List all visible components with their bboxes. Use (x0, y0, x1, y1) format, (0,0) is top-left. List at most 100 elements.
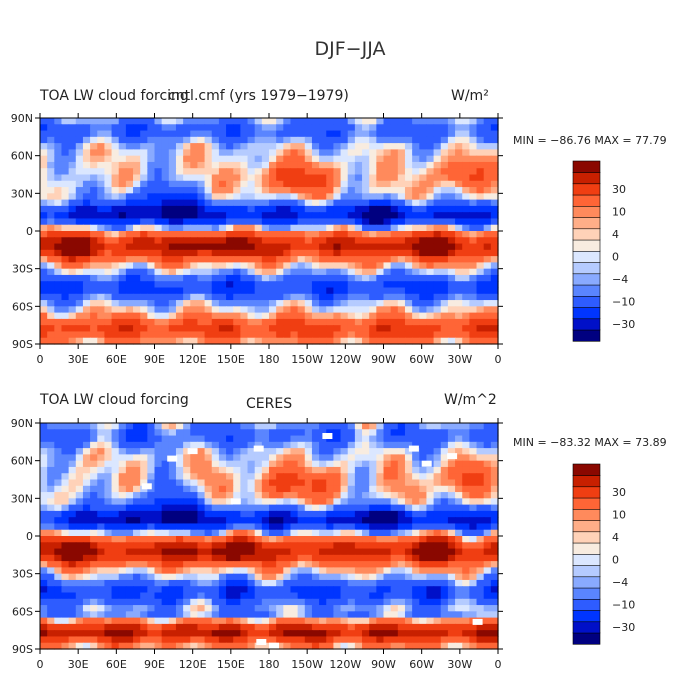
heatmap-cell (433, 237, 442, 245)
heatmap-cell (111, 224, 120, 232)
heatmap-cell (290, 231, 299, 238)
heatmap-cell (111, 237, 120, 245)
heatmap-cell (68, 174, 77, 182)
heatmap-cell (90, 448, 98, 455)
heatmap-cell (469, 460, 478, 468)
heatmap-cell (269, 598, 277, 606)
heatmap-cell (54, 435, 63, 443)
heatmap-cell (261, 143, 270, 150)
heatmap-cell (426, 268, 435, 276)
heatmap-cell (483, 337, 492, 345)
heatmap-cell (90, 598, 98, 606)
heatmap-cell (383, 548, 392, 556)
heatmap-cell (104, 454, 113, 462)
heatmap-cell (440, 231, 449, 238)
heatmap-cell (319, 504, 327, 512)
heatmap-cell (147, 118, 156, 125)
heatmap-cell (269, 256, 277, 263)
heatmap-cell (304, 504, 313, 512)
heatmap-cell (333, 473, 342, 481)
heatmap-cell (161, 218, 170, 226)
heatmap-cell (125, 331, 134, 339)
heatmap-cell (362, 331, 370, 339)
heatmap-cell (75, 174, 84, 182)
heatmap-cell (140, 300, 148, 307)
heatmap-cell (197, 118, 206, 125)
heatmap-cell (82, 479, 91, 487)
heatmap-cell (404, 510, 413, 518)
heatmap-cell (290, 460, 299, 468)
heatmap-cell (111, 623, 120, 631)
heatmap-cell (476, 536, 485, 543)
heatmap-cell (247, 479, 256, 487)
heatmap-cell (133, 193, 141, 201)
heatmap-cell (462, 168, 470, 176)
heatmap-cell (82, 199, 91, 207)
heatmap-cell (276, 623, 284, 631)
heatmap-cell (304, 212, 313, 220)
heatmap-cell (47, 205, 55, 213)
heatmap-cell (226, 205, 234, 213)
heatmap-cell (226, 485, 234, 493)
heatmap-cell (133, 143, 141, 150)
heatmap-cell (476, 218, 485, 226)
heatmap-cell (175, 523, 184, 531)
heatmap-cell (469, 630, 478, 638)
heatmap-cell (261, 118, 270, 125)
heatmap-cell (383, 262, 392, 270)
heatmap-cell (340, 479, 349, 487)
heatmap-cell (383, 466, 392, 474)
heatmap-cell (97, 306, 106, 314)
heatmap-cell (347, 224, 356, 232)
heatmap-cell (240, 237, 249, 245)
heatmap-cell (290, 306, 299, 314)
heatmap-cell (111, 287, 120, 295)
heatmap-cell (426, 224, 435, 232)
heatmap-cell (97, 492, 106, 499)
heatmap-cell (297, 312, 306, 320)
heatmap-cell (483, 611, 492, 619)
heatmap-cell (383, 231, 392, 238)
heatmap-cell (354, 118, 363, 125)
heatmap-cell (383, 598, 392, 606)
heatmap-cell (269, 212, 277, 220)
heatmap-cell (204, 268, 213, 276)
heatmap-cell (469, 567, 478, 575)
heatmap-cell (161, 466, 170, 474)
heatmap-cell (362, 517, 370, 525)
heatmap-cell (118, 423, 127, 430)
heatmap-cell (376, 262, 385, 270)
heatmap-cell (354, 573, 363, 581)
heatmap-cell (226, 561, 234, 568)
heatmap-cell (476, 136, 485, 144)
heatmap-cell (362, 598, 370, 606)
heatmap-cell (54, 268, 63, 276)
heatmap-cell (433, 212, 442, 220)
heatmap-cell (175, 136, 184, 144)
heatmap-cell (426, 281, 435, 289)
heatmap-cell (218, 118, 227, 125)
heatmap-cell (197, 466, 206, 474)
heatmap-cell (419, 231, 428, 238)
heatmap-cell (68, 300, 77, 307)
heatmap-cell (254, 287, 263, 295)
heatmap-cell (476, 331, 485, 339)
heatmap-cell (218, 180, 227, 188)
heatmap-cell (326, 293, 335, 301)
heatmap-cell (390, 256, 399, 263)
heatmap-cell (326, 460, 335, 468)
heatmap-cell (490, 237, 499, 245)
heatmap-cell (297, 149, 306, 157)
heatmap-cell (362, 124, 370, 132)
heatmap-cell (211, 249, 220, 257)
heatmap-cell (369, 630, 377, 638)
heatmap-cell (140, 554, 148, 562)
heatmap-cell (462, 224, 470, 232)
heatmap-cell (68, 287, 77, 295)
heatmap-cell (204, 155, 213, 163)
heatmap-cell (183, 460, 191, 468)
heatmap-cell (326, 262, 335, 270)
heatmap-cell (40, 573, 48, 581)
heatmap-cell (211, 237, 220, 245)
heatmap-cell (297, 498, 306, 506)
